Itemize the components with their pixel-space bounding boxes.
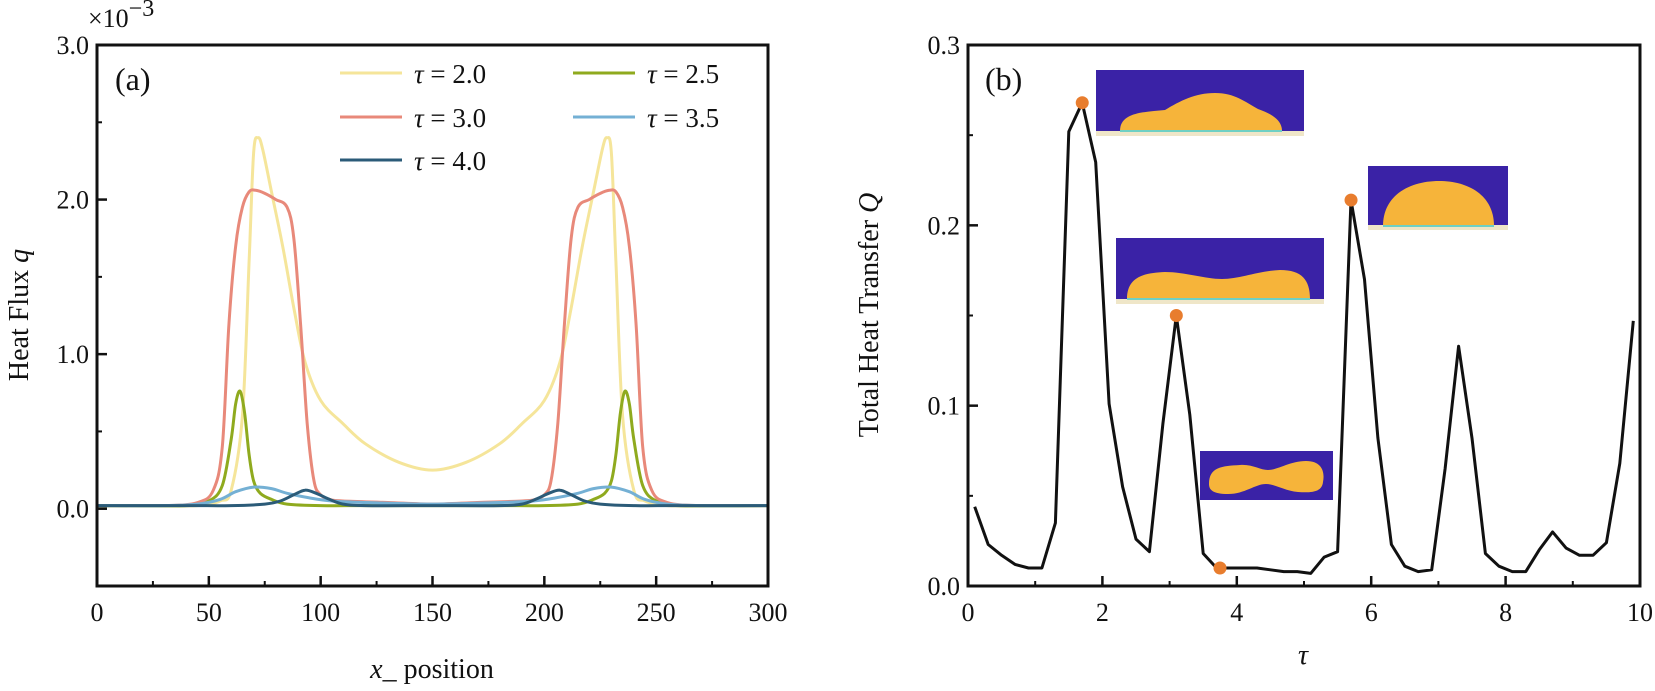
panel-a-xtick-label: 150	[413, 598, 452, 627]
legend-label-tau-2-0: τ = 2.0	[414, 59, 486, 89]
highlight-marker	[1344, 193, 1358, 207]
inset-snapshot-4	[1200, 451, 1333, 500]
inset-2-substrate	[1116, 299, 1324, 304]
series-line-tau-35	[96, 485, 769, 508]
panel-a-xtick-label: 50	[196, 598, 222, 627]
panel-a-ylabel: Heat Flux q	[4, 249, 35, 381]
inset-snapshot-1	[1096, 70, 1304, 136]
inset-1-droplet	[1120, 93, 1282, 131]
panel-b-ticks: 0 2 4 6 8 10 0.0 0.1 0.2 0.3	[928, 31, 1654, 627]
panel-a-exponent-base: ×10	[88, 4, 129, 33]
panel-b-ytick-label: 0.0	[928, 572, 961, 601]
panel-b: 0 2 4 6 8 10 0.0 0.1 0.2 0.3 (b) τ Total Heat Tra…	[854, 31, 1653, 671]
panel-a-ylabel-text: Heat Flux	[4, 263, 35, 381]
legend-label-tau-3-5: τ = 3.5	[647, 103, 719, 133]
panel-a: 0 50 100 150 200 250 300 0.0 1.0 2.0 3.0 (a) ×10−3…	[4, 0, 788, 685]
panel-a-ytick-label: 1.0	[57, 340, 90, 369]
panel-a-xtick-label: 300	[749, 598, 788, 627]
highlight-marker	[1213, 561, 1227, 575]
panel-a-xlabel-text: _ position	[382, 654, 494, 685]
legend-entry-tau-2-5: τ = 2.5	[573, 59, 719, 89]
panel-a-ytick-label: 3.0	[57, 31, 90, 60]
panel-a-xlabel: x_ position	[369, 654, 494, 685]
series-line-tau-30	[96, 188, 769, 508]
panel-b-xtick-label: 8	[1499, 598, 1512, 627]
panel-b-xlabel: τ	[1298, 640, 1309, 671]
legend-entry-tau-3-5: τ = 3.5	[573, 103, 719, 133]
inset-snapshot-2	[1116, 238, 1324, 304]
panel-a-legend: τ = 2.0 τ = 2.5 τ = 3.0 τ = 3.5 τ = 4.0	[340, 59, 719, 176]
legend-entry-tau-2-0: τ = 2.0	[340, 59, 486, 89]
panel-b-xtick-label: 0	[962, 598, 975, 627]
panel-b-series-group	[973, 101, 1635, 575]
series-line-total-heat-transfer	[973, 101, 1635, 575]
panel-b-markers	[1075, 96, 1358, 575]
inset-snapshot-3	[1368, 166, 1508, 230]
inset-1-substrate	[1096, 131, 1304, 136]
panel-a-xtick-label: 0	[91, 598, 104, 627]
panel-b-xtick-label: 6	[1365, 598, 1378, 627]
series-line-tau-25	[96, 389, 769, 508]
panel-a-xtick-label: 250	[637, 598, 676, 627]
panel-b-xtick-label: 10	[1627, 598, 1653, 627]
panel-b-ylabel: Total Heat Transfer Q	[854, 193, 885, 438]
highlight-marker	[1075, 96, 1089, 110]
panel-b-ytick-label: 0.1	[928, 392, 961, 421]
inset-4-droplet	[1209, 461, 1324, 494]
panel-b-xtick-label: 2	[1096, 598, 1109, 627]
inset-2-droplet	[1127, 270, 1310, 299]
series-line-tau-40	[97, 488, 768, 508]
panel-a-label: (a)	[115, 61, 151, 97]
panel-a-xtick-label: 100	[301, 598, 340, 627]
series-line-tau-20	[97, 136, 768, 508]
panel-a-exponent-power: −3	[129, 0, 155, 22]
inset-3-substrate	[1368, 225, 1508, 230]
highlight-marker	[1169, 309, 1183, 322]
legend-label-tau-3-0: τ = 3.0	[414, 103, 486, 133]
panel-a-ytick-label: 0.0	[57, 495, 90, 524]
panel-a-ylabel-var: q	[4, 249, 35, 263]
panel-a-ytick-label: 2.0	[57, 186, 90, 215]
legend-label-tau-4-0: τ = 4.0	[414, 146, 486, 176]
panel-b-ylabel-var: Q	[854, 193, 885, 213]
inset-3-droplet	[1383, 181, 1494, 226]
legend-label-tau-2-5: τ = 2.5	[647, 59, 719, 89]
legend-entry-tau-3-0: τ = 3.0	[340, 103, 486, 133]
panel-a-xlabel-var: x	[369, 654, 383, 685]
panel-a-xtick-label: 200	[525, 598, 564, 627]
panel-a-series-group	[96, 136, 769, 508]
legend-entry-tau-4-0: τ = 4.0	[340, 146, 486, 176]
panel-b-ytick-label: 0.2	[928, 211, 961, 240]
panel-a-exponent: ×10−3	[88, 0, 154, 33]
panel-b-ylabel-text: Total Heat Transfer	[854, 213, 885, 437]
panel-b-ytick-label: 0.3	[928, 31, 961, 60]
panel-b-label: (b)	[985, 61, 1022, 97]
panel-b-xtick-label: 4	[1230, 598, 1243, 627]
panel-a-ticks: 0 50 100 150 200 250 300 0.0 1.0 2.0 3.0	[57, 31, 788, 627]
